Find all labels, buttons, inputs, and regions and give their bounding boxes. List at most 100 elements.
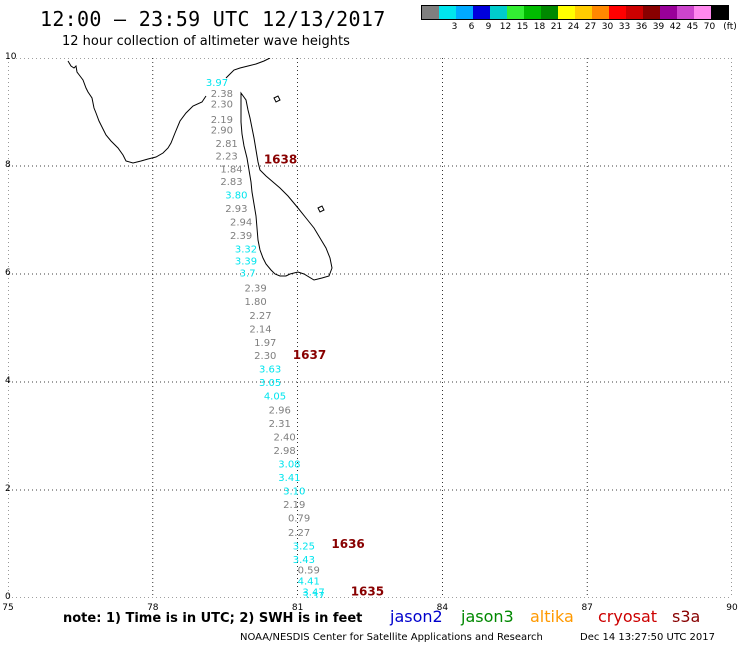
legend-label: 12 [499, 22, 512, 32]
legend-swatch [592, 6, 609, 19]
pass-time-label: 1637 [293, 348, 326, 362]
wave-height-value: 2.19 [211, 115, 233, 126]
wave-height-value: 2.93 [225, 204, 247, 215]
legend-swatch [507, 6, 524, 19]
legend-labels: 3 6 9 12 15 18 21 24 27 30 33 36 39 42 45 70 (ft) [421, 22, 737, 36]
satellite-jason3: jason3 [461, 607, 514, 626]
satellite-cryosat: cryosat [598, 607, 658, 626]
wave-height-value: 3.7 [240, 269, 256, 280]
legend-label: 9 [485, 22, 492, 32]
wave-height-value: 2.23 [216, 152, 238, 163]
y-tick-label: 2 [5, 484, 11, 494]
legend-label: 15 [516, 22, 529, 32]
x-tick-label: 87 [581, 603, 593, 613]
wave-height-value: 2.38 [211, 89, 233, 100]
wave-height-value: 2.98 [273, 446, 295, 457]
lat-lon-grid [8, 58, 732, 598]
legend-label: 45 [686, 22, 699, 32]
legend-swatch [660, 6, 677, 19]
wave-height-value: 3.08 [278, 459, 300, 470]
wave-height-value: 2.30 [211, 100, 233, 111]
legend-label: 18 [533, 22, 546, 32]
legend-label: 6 [468, 22, 475, 32]
coastline [67, 58, 333, 281]
wave-height-value: 2.90 [211, 126, 233, 137]
legend-label: 24 [567, 22, 580, 32]
satellite-altika: altika [530, 607, 574, 626]
legend-unit: (ft) [723, 22, 737, 32]
legend-label: 3 [451, 22, 458, 32]
wave-height-value: 3.47 [302, 587, 324, 598]
india-coastline [67, 60, 207, 164]
legend-swatch [643, 6, 660, 19]
footer-credit: NOAA/NESDIS Center for Satellite Applica… [240, 632, 543, 643]
wave-height-value: 2.14 [249, 324, 271, 335]
wave-height-value: 2.40 [273, 432, 295, 443]
wave-height-value: 2.96 [269, 405, 291, 416]
legend-label: 42 [669, 22, 682, 32]
sri-lanka-coastline [240, 91, 333, 281]
india-east-coast [225, 58, 271, 79]
wave-height-value: 4.41 [298, 577, 320, 588]
legend-swatch [575, 6, 592, 19]
wave-height-value: 4.05 [264, 391, 286, 402]
legend-swatch [473, 6, 490, 19]
pass-time-label: 1635 [351, 584, 384, 598]
color-legend: 3 6 9 12 15 18 21 24 27 30 33 36 39 42 45 70 (ft) [421, 5, 737, 36]
wave-height-value: 1.97 [254, 338, 276, 349]
legend-swatch [439, 6, 456, 19]
wave-height-value: 1.80 [245, 297, 267, 308]
wave-height-value: 3.10 [283, 486, 305, 497]
wave-height-value: 3.39 [235, 256, 257, 267]
wave-height-map: 3.972.382.302.192.902.812.231.842.833.80… [8, 58, 732, 598]
pass-labels: 1638 1637 1636 1635 [264, 152, 384, 598]
legend-label: 30 [601, 22, 614, 32]
wave-height-value: 2.19 [283, 500, 305, 511]
wave-height-value: 3.80 [225, 190, 247, 201]
legend-swatch [626, 6, 643, 19]
x-tick-label: 81 [291, 603, 304, 613]
wave-height-value: 2.81 [216, 139, 238, 150]
wave-height-value: 0.79 [288, 513, 310, 524]
legend-swatch [694, 6, 711, 19]
legend-swatch [422, 6, 439, 19]
legend-label: 21 [550, 22, 563, 32]
legend-swatch [456, 6, 473, 19]
legend-swatch [490, 6, 507, 19]
wave-height-value: 3.63 [259, 364, 281, 375]
legend-label: 33 [618, 22, 631, 32]
note-text: note: 1) Time is in UTC; 2) SWH is in fe… [63, 611, 363, 626]
wave-height-value: 2.27 [288, 528, 310, 539]
pass-time-label: 1636 [331, 537, 364, 551]
wave-height-value: 0.59 [298, 566, 320, 577]
legend-label: 27 [584, 22, 597, 32]
wave-height-value: 2.27 [249, 311, 271, 322]
legend-swatch [524, 6, 541, 19]
wave-height-value: 2.39 [230, 231, 252, 242]
observations: 3.972.382.302.192.902.812.231.842.833.80… [206, 78, 325, 598]
footer-timestamp: Dec 14 13:27:50 UTC 2017 [580, 632, 715, 643]
legend-swatch [609, 6, 626, 19]
x-tick-label: 90 [726, 603, 738, 613]
legend-swatch [541, 6, 558, 19]
legend-swatch [558, 6, 575, 19]
island-2 [317, 205, 325, 213]
legend-swatches [421, 5, 729, 20]
wave-height-value: 3.32 [235, 244, 257, 255]
legend-label: 39 [652, 22, 665, 32]
x-tick-label: 78 [147, 603, 159, 613]
x-tick-label: 75 [2, 603, 14, 613]
wave-height-value: 1.84 [220, 164, 242, 175]
legend-swatch [711, 6, 728, 19]
wave-height-value: 2.30 [254, 351, 276, 362]
legend-swatch [677, 6, 694, 19]
map-subtitle: 12 hour collection of altimeter wave hei… [62, 34, 350, 49]
y-tick-label: 10 [5, 52, 17, 62]
wave-height-value: 3.05 [259, 378, 281, 389]
wave-height-value: 3.25 [293, 541, 315, 552]
wave-height-value: 3.37 [302, 591, 324, 598]
legend-label: 36 [635, 22, 648, 32]
wave-height-value: 3.97 [206, 78, 228, 89]
y-tick-label: 6 [5, 268, 11, 278]
y-tick-label: 8 [5, 160, 11, 170]
